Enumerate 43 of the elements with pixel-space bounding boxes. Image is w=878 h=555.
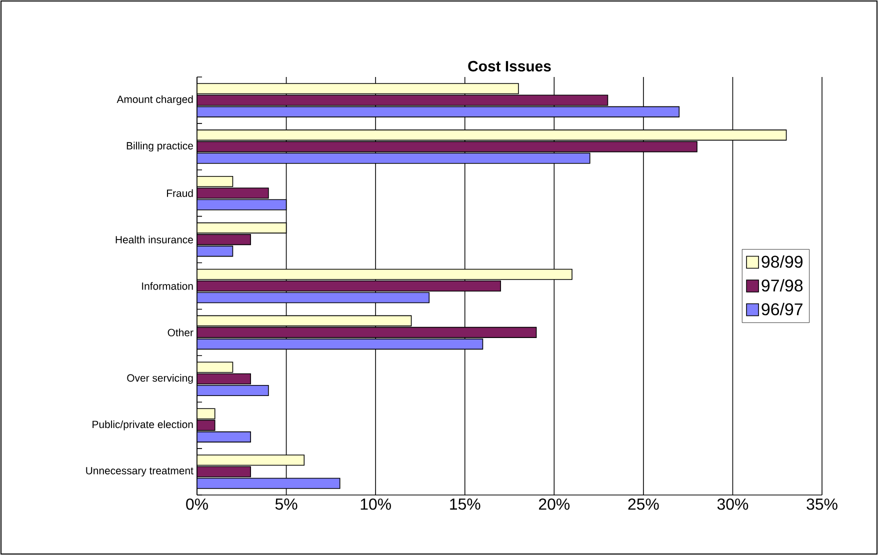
bar [197, 199, 287, 210]
y-tick-label: Over servicing [127, 374, 193, 384]
x-tick-label: 30% [717, 498, 748, 510]
chart-title: Cost Issues [468, 60, 551, 72]
bar [197, 130, 787, 141]
x-tick-label: 35% [806, 498, 838, 510]
bar [197, 454, 305, 466]
x-tick-label: 10% [360, 498, 391, 510]
bar [197, 431, 251, 442]
bar [197, 478, 340, 489]
bar [197, 315, 412, 326]
x-tick-label: 20% [538, 498, 570, 510]
bar [197, 326, 537, 338]
bar [197, 466, 251, 478]
bar [197, 106, 680, 118]
y-tick-label: Information [142, 282, 193, 290]
bar [197, 338, 484, 350]
y-tick-label: Health insurance [116, 236, 193, 244]
y-tick-label: Unnecessary treatment [86, 467, 194, 476]
y-tick-label: Other [168, 328, 194, 336]
y-tick-label: Billing practice [126, 142, 193, 152]
legend-label: 98/99 [762, 255, 803, 268]
x-tick-label: 5% [275, 498, 298, 510]
bar [197, 292, 430, 304]
x-tick-label: 15% [450, 498, 480, 510]
bar [197, 222, 287, 234]
x-tick-label: 25% [628, 498, 659, 510]
y-tick-label: Amount charged [116, 95, 193, 106]
bar [197, 373, 251, 384]
bar [197, 152, 590, 164]
legend-label: 97/98 [762, 279, 803, 292]
bar [197, 94, 608, 106]
y-tick-label: Public/private election [92, 420, 193, 430]
legend-label: 96/97 [762, 302, 802, 316]
bar [197, 141, 698, 152]
y-tick-label: Fraud [167, 189, 193, 197]
bar [197, 362, 234, 373]
bar [197, 268, 572, 280]
bar [197, 246, 234, 257]
bar [197, 234, 251, 246]
x-tick-label: 0% [186, 498, 208, 510]
bar [197, 188, 269, 199]
bar [197, 83, 519, 94]
